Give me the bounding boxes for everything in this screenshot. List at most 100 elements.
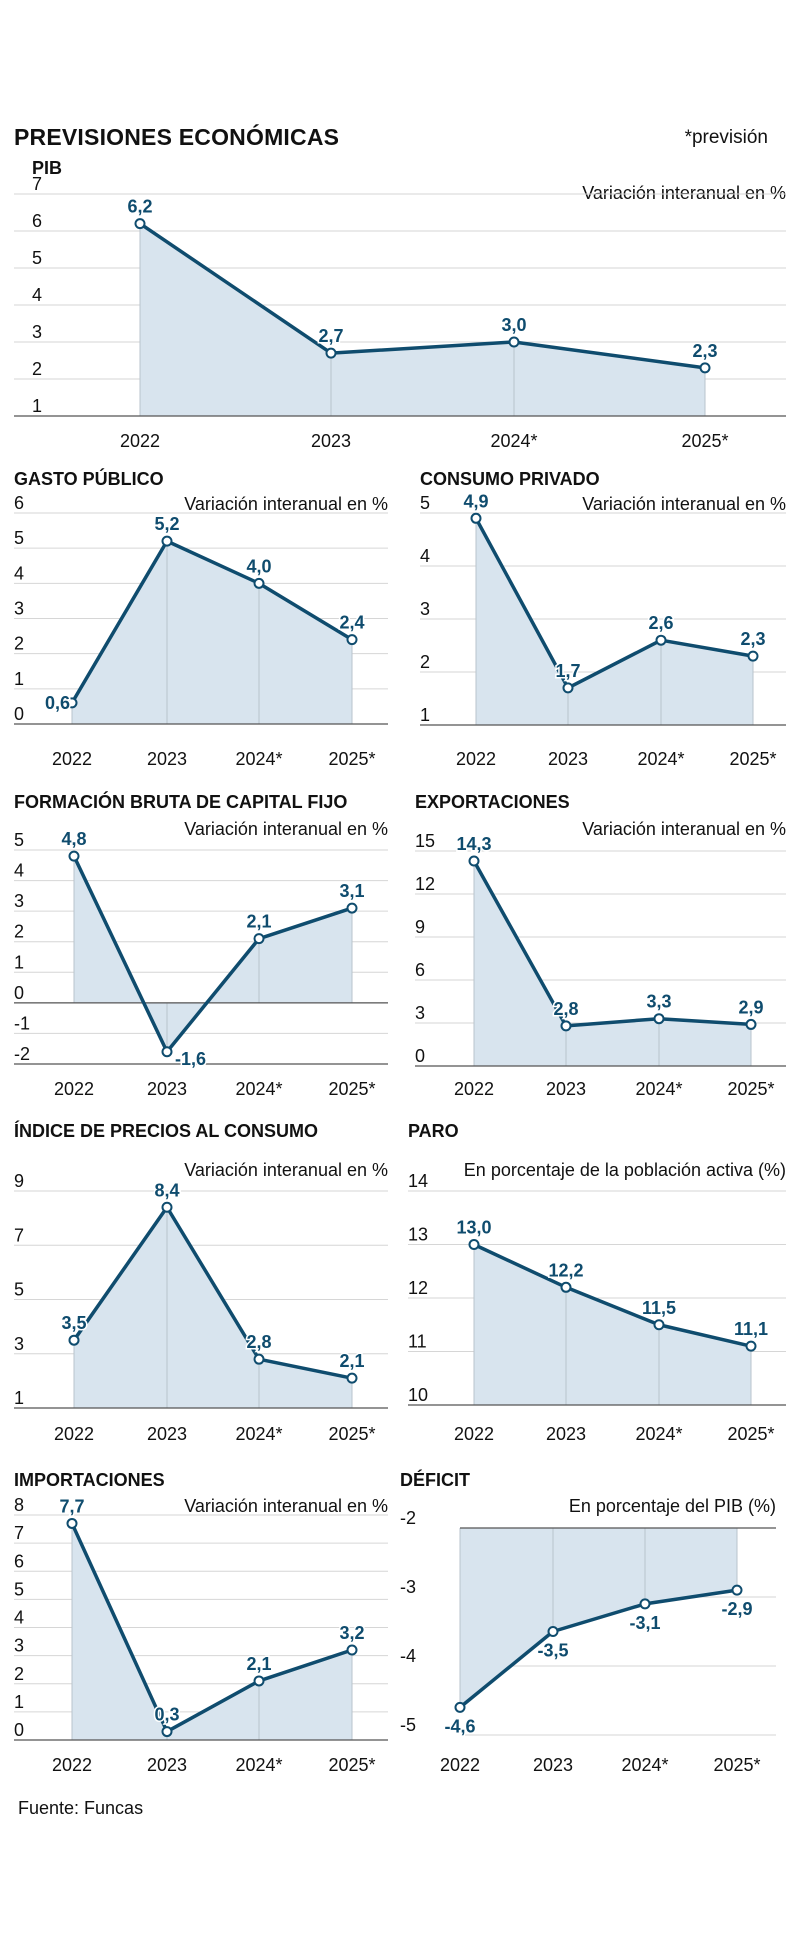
data-label: 2,9 (738, 997, 763, 1017)
chart-title: DÉFICIT (400, 1469, 470, 1490)
data-point (68, 1334, 80, 1346)
chart-title: IMPORTACIONES (14, 1470, 165, 1490)
series-line (473, 1242, 752, 1348)
data-label: 2,4 (339, 613, 364, 633)
data-point (66, 1517, 78, 1529)
data-point (325, 347, 337, 359)
y-tick-label: 10 (408, 1385, 428, 1405)
area-fill (474, 1244, 751, 1405)
chart-subtitle: Variación interanual en % (184, 494, 388, 514)
x-tick-label: 2023 (147, 749, 187, 769)
data-label: 5,2 (154, 514, 179, 534)
data-point (468, 1239, 480, 1250)
y-tick-label: 9 (14, 1171, 24, 1191)
data-label: 3,2 (339, 1623, 364, 1643)
x-tick-label: 2023 (548, 749, 588, 769)
data-point (346, 634, 358, 646)
y-tick-label: 0 (14, 1720, 24, 1740)
y-tick-label: 4 (14, 563, 24, 583)
data-label: 8,4 (154, 1180, 179, 1200)
data-point (253, 933, 265, 945)
x-tick-label: 2024* (637, 749, 684, 769)
chart-title: PARO (408, 1121, 459, 1141)
chart-subtitle: Variación interanual en % (184, 1160, 388, 1180)
chart-subtitle: Variación interanual en % (582, 819, 786, 839)
x-tick-label: 2024* (235, 1424, 282, 1444)
data-point (653, 1319, 665, 1331)
y-tick-label: 5 (14, 1280, 24, 1300)
data-label: 2,1 (339, 1351, 364, 1371)
data-point (731, 1584, 743, 1596)
x-tick-label: 2025* (328, 1755, 375, 1775)
y-tick-label: 2 (32, 359, 42, 379)
data-point (346, 902, 358, 914)
y-tick-label: 3 (32, 322, 42, 342)
y-tick-label: 1 (14, 669, 24, 689)
y-tick-label: 7 (32, 174, 42, 194)
data-point (253, 1675, 265, 1687)
y-tick-label: -3 (400, 1577, 416, 1597)
data-label: 13,0 (456, 1218, 491, 1238)
y-tick-label: -1 (14, 1013, 30, 1033)
chart-ipc: ÍNDICE DE PRECIOS AL CONSUMO Variación in… (14, 1120, 388, 1444)
chart-title: CONSUMO PRIVADO (420, 469, 600, 489)
data-label: 2,6 (648, 613, 673, 633)
chart-title: FORMACIÓN BRUTA DE CAPITAL FIJO (14, 791, 347, 812)
chart-deficit: DÉFICIT En porcentaje del PIB (%) -5 -4 -3 -2… (400, 1469, 776, 1775)
data-label: -3,5 (537, 1641, 568, 1661)
data-point (253, 577, 265, 589)
y-tick-label: 6 (32, 211, 42, 231)
chart-pib: PIB Variación interanual en % 1 2 3 4 5 6 7 6,2 2,… (14, 158, 786, 451)
data-label: 2,3 (740, 629, 765, 649)
x-tick-label: 2025* (328, 1424, 375, 1444)
y-tick-label: 1 (14, 1692, 24, 1712)
x-tick-label: 2022 (54, 1424, 94, 1444)
y-tick-label: 3 (14, 1334, 24, 1354)
series-line (72, 855, 353, 1054)
data-label: 2,7 (318, 326, 343, 346)
y-tick-label: 11 (408, 1332, 427, 1352)
x-tick-label: 2023 (311, 431, 351, 451)
data-label: 2,1 (246, 912, 271, 932)
data-label: 2,8 (246, 1332, 271, 1352)
y-tick-label: 6 (14, 493, 24, 513)
series-line (474, 517, 754, 690)
x-tick-label: 2025* (727, 1424, 774, 1444)
data-point (699, 362, 711, 374)
area-fill (74, 1207, 352, 1408)
x-tick-label: 2023 (147, 1424, 187, 1444)
y-tick-label: -5 (400, 1715, 416, 1735)
x-tick-label: 2024* (635, 1079, 682, 1099)
data-label: 7,7 (59, 1496, 84, 1516)
y-tick-label: 5 (420, 493, 430, 513)
x-tick-label: 2024* (235, 1079, 282, 1099)
y-tick-label: 6 (415, 960, 425, 980)
data-label: 1,7 (555, 661, 580, 681)
x-tick-label: 2023 (147, 1079, 187, 1099)
data-label: 2,8 (553, 999, 578, 1019)
y-tick-label: 4 (14, 861, 24, 881)
x-tick-label: 2023 (546, 1079, 586, 1099)
y-tick-label: 14 (408, 1171, 428, 1191)
chart-title: GASTO PÚBLICO (14, 468, 164, 489)
data-label: 14,3 (456, 834, 491, 854)
chart-subtitle: En porcentaje del PIB (%) (569, 1496, 776, 1516)
x-tick-label: 2022 (454, 1424, 494, 1444)
data-point (346, 1372, 358, 1384)
data-point (161, 1046, 173, 1058)
x-tick-label: 2023 (147, 1755, 187, 1775)
data-label: 11,5 (642, 1298, 676, 1318)
chart-subtitle: Variación interanual en % (582, 494, 786, 514)
chart-fbcf: FORMACIÓN BRUTA DE CAPITAL FIJO Variación… (14, 791, 388, 1099)
y-tick-label: 1 (14, 952, 24, 972)
x-tick-label: 2025* (729, 749, 776, 769)
area-fill (74, 856, 352, 1052)
y-tick-label: 0 (415, 1046, 425, 1066)
y-tick-label: 13 (408, 1225, 428, 1245)
chart-export: EXPORTACIONES Variación interanual en % 0 3… (415, 792, 786, 1099)
chart-consumo: CONSUMO PRIVADO Variación interanual en %… (420, 469, 786, 769)
data-point (161, 1201, 173, 1213)
y-tick-label: 7 (14, 1225, 24, 1245)
